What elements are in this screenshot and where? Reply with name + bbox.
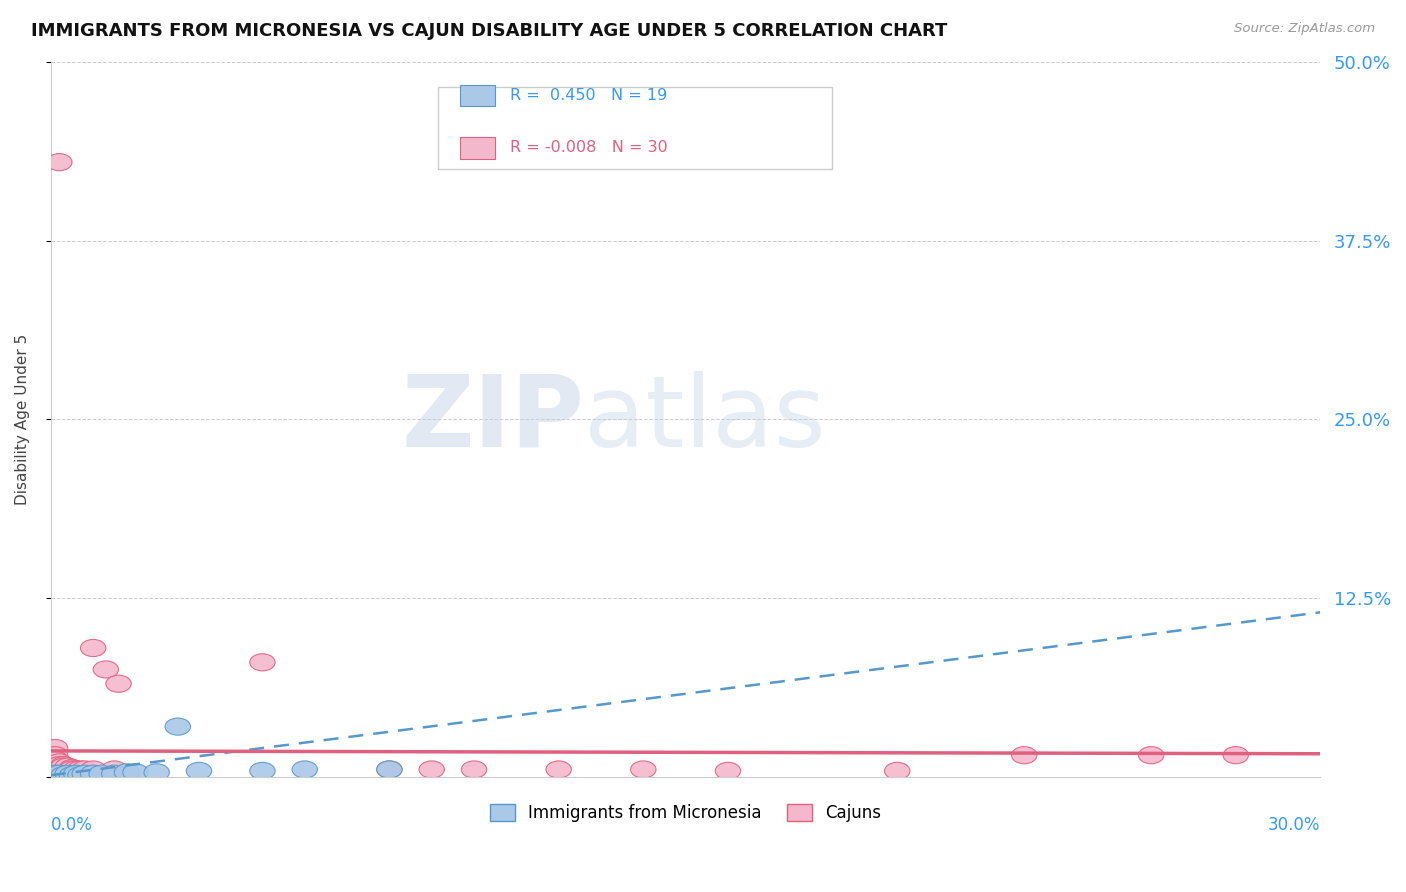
Text: R = -0.008   N = 30: R = -0.008 N = 30 [510,140,668,155]
Ellipse shape [51,756,76,773]
Ellipse shape [42,765,67,782]
Ellipse shape [80,761,105,778]
Ellipse shape [67,761,93,778]
Ellipse shape [716,763,741,780]
Ellipse shape [105,675,131,692]
Ellipse shape [51,766,76,784]
Text: IMMIGRANTS FROM MICRONESIA VS CAJUN DISABILITY AGE UNDER 5 CORRELATION CHART: IMMIGRANTS FROM MICRONESIA VS CAJUN DISA… [31,22,948,40]
Ellipse shape [72,765,97,782]
Ellipse shape [46,153,72,170]
Ellipse shape [93,661,118,678]
Ellipse shape [250,763,276,780]
Ellipse shape [101,761,127,778]
FancyBboxPatch shape [439,87,831,169]
Ellipse shape [55,765,80,782]
Ellipse shape [419,761,444,778]
Ellipse shape [1139,747,1164,764]
Ellipse shape [80,765,105,782]
Ellipse shape [101,765,127,782]
Ellipse shape [63,765,89,782]
Ellipse shape [59,766,84,784]
Ellipse shape [631,761,657,778]
Ellipse shape [292,761,318,778]
Text: ZIP: ZIP [401,371,583,468]
Text: 0.0%: 0.0% [51,816,93,834]
Ellipse shape [72,761,97,778]
FancyBboxPatch shape [460,137,495,159]
Ellipse shape [46,756,72,773]
Ellipse shape [114,764,139,780]
Ellipse shape [67,766,93,784]
Ellipse shape [884,763,910,780]
Ellipse shape [63,761,89,778]
Ellipse shape [377,761,402,778]
Ellipse shape [55,758,80,775]
Ellipse shape [59,759,84,777]
Ellipse shape [1011,747,1036,764]
Text: R =  0.450   N = 19: R = 0.450 N = 19 [510,88,668,103]
FancyBboxPatch shape [460,85,495,106]
Ellipse shape [42,747,67,764]
Ellipse shape [165,718,190,735]
Ellipse shape [377,761,402,778]
Ellipse shape [1223,747,1249,764]
Ellipse shape [186,763,212,780]
Ellipse shape [250,654,276,671]
Ellipse shape [46,754,72,771]
Legend: Immigrants from Micronesia, Cajuns: Immigrants from Micronesia, Cajuns [484,797,887,829]
Text: Source: ZipAtlas.com: Source: ZipAtlas.com [1234,22,1375,36]
Ellipse shape [42,751,67,768]
Ellipse shape [546,761,571,778]
Text: 30.0%: 30.0% [1268,816,1320,834]
Ellipse shape [461,761,486,778]
Y-axis label: Disability Age Under 5: Disability Age Under 5 [15,334,30,505]
Ellipse shape [80,640,105,657]
Ellipse shape [122,764,148,780]
Ellipse shape [143,764,169,780]
Ellipse shape [89,765,114,782]
Ellipse shape [51,758,76,775]
Ellipse shape [46,765,72,782]
Ellipse shape [42,739,67,756]
Ellipse shape [59,761,84,778]
Text: atlas: atlas [583,371,825,468]
